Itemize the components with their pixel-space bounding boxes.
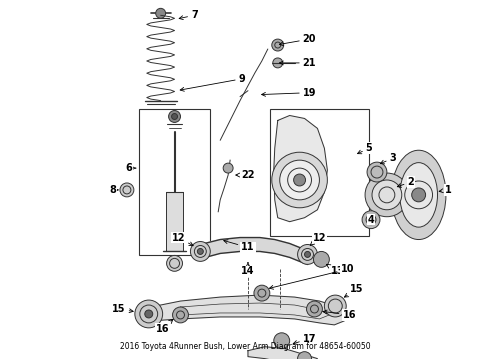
Text: 2016 Toyota 4Runner Bush, Lower Arm Diagram for 48654-60050: 2016 Toyota 4Runner Bush, Lower Arm Diag…: [120, 342, 370, 351]
Circle shape: [169, 111, 180, 122]
Text: 12: 12: [310, 233, 326, 245]
Circle shape: [273, 58, 283, 68]
Text: 10: 10: [270, 264, 354, 289]
Polygon shape: [143, 295, 349, 325]
Text: 7: 7: [179, 10, 198, 20]
Circle shape: [135, 300, 163, 328]
Text: 12: 12: [172, 233, 193, 246]
Circle shape: [223, 163, 233, 173]
Text: 15: 15: [344, 284, 364, 297]
Text: 11: 11: [224, 240, 255, 252]
Ellipse shape: [400, 163, 438, 227]
Text: 14: 14: [241, 263, 255, 276]
Polygon shape: [200, 238, 308, 264]
Circle shape: [372, 180, 402, 210]
Circle shape: [172, 307, 189, 323]
Text: 13: 13: [326, 264, 344, 276]
Circle shape: [172, 113, 177, 120]
Text: 15: 15: [112, 304, 133, 314]
Bar: [139, 109, 210, 255]
Circle shape: [412, 188, 426, 202]
Text: 3: 3: [380, 153, 396, 164]
Circle shape: [367, 162, 387, 182]
Circle shape: [365, 173, 409, 217]
Circle shape: [274, 333, 290, 349]
Text: 20: 20: [279, 34, 316, 46]
Text: 1: 1: [439, 185, 452, 195]
Circle shape: [297, 352, 312, 360]
Text: 16: 16: [323, 310, 356, 320]
Circle shape: [156, 8, 166, 18]
Text: 5: 5: [358, 143, 372, 154]
Circle shape: [294, 174, 306, 186]
Circle shape: [280, 160, 319, 200]
Text: 22: 22: [236, 170, 255, 180]
Text: 8: 8: [110, 185, 118, 195]
Circle shape: [314, 251, 329, 267]
Circle shape: [272, 152, 327, 208]
Text: 19: 19: [262, 88, 316, 98]
Text: 16: 16: [156, 319, 173, 334]
Polygon shape: [274, 116, 327, 222]
Text: 9: 9: [180, 74, 245, 91]
Circle shape: [362, 211, 380, 229]
Circle shape: [167, 255, 182, 271]
Text: 6: 6: [125, 163, 136, 173]
Text: 2: 2: [397, 177, 414, 187]
Text: 4: 4: [368, 215, 374, 225]
Circle shape: [297, 244, 318, 264]
Circle shape: [307, 301, 322, 317]
Ellipse shape: [392, 150, 446, 239]
Bar: [166, 192, 183, 251]
Circle shape: [254, 285, 270, 301]
Circle shape: [197, 248, 203, 255]
Circle shape: [305, 251, 311, 257]
Text: 17: 17: [293, 334, 316, 345]
Circle shape: [191, 242, 210, 261]
Circle shape: [145, 310, 153, 318]
Circle shape: [272, 39, 284, 51]
Polygon shape: [248, 347, 318, 360]
Circle shape: [120, 183, 134, 197]
Bar: [270, 109, 369, 235]
Text: 21: 21: [279, 58, 316, 68]
Circle shape: [324, 295, 346, 317]
Text: 18: 18: [0, 359, 1, 360]
